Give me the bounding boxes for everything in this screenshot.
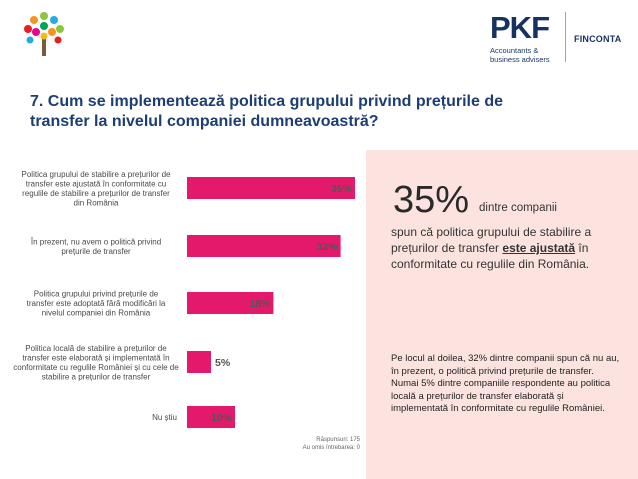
data-label: 18%: [249, 298, 271, 310]
highlight-suffix: dintre companii: [479, 202, 557, 214]
brand-divider: [565, 12, 566, 62]
bar-chart: 35% Politica grupului de stabilire a preț…: [13, 170, 355, 428]
category-label: Politica grupului privind prețurile de tr…: [27, 290, 166, 318]
bar: [187, 177, 355, 199]
tree-logo-icon: [24, 12, 64, 56]
pkf-logo: PKF: [490, 10, 550, 45]
data-label: 10%: [211, 412, 233, 424]
category-label: Politica grupului de stabilire a prețuri…: [22, 170, 172, 208]
summary-secondary-text: Pe locul al doilea, 32% dintre companii …: [391, 353, 620, 414]
bar: [187, 406, 235, 428]
summary-main-text: spun că politica grupului de stabilire a…: [391, 225, 592, 271]
bar: [187, 351, 211, 373]
pkf-tagline: Accountants & business advisers: [490, 46, 550, 64]
category-label: Politica locală de stabilire a prețurilo…: [13, 344, 179, 382]
data-label: 32%: [317, 241, 339, 253]
data-label: 35%: [331, 183, 353, 195]
bar: [187, 235, 341, 257]
category-label: În prezent, nu avem o politică privind pr…: [30, 237, 161, 256]
summary-panel: [366, 150, 638, 479]
page-title: 7. Cum se implementează politica grupulu…: [30, 93, 503, 130]
brand-block: PKF Accountants & business advisers FINC…: [486, 8, 636, 68]
highlight-percent: 35%: [393, 179, 470, 221]
response-count: Răspunsuri: 175 Au omis întrebarea: 0: [302, 437, 360, 451]
finconta-logo: FINCONTA: [574, 34, 622, 44]
category-label: Nu știu: [152, 413, 177, 422]
bar: [187, 292, 274, 314]
data-label: 5%: [215, 357, 231, 369]
